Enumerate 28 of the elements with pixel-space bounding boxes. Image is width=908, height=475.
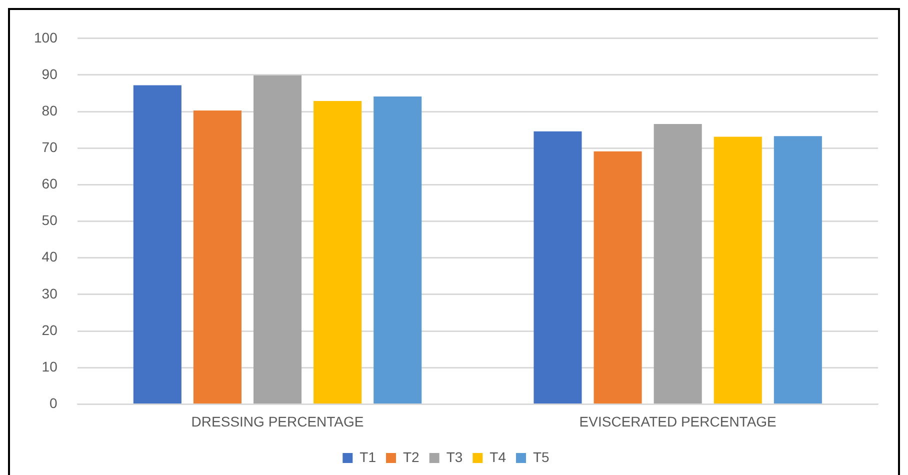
legend-label: T1 (360, 448, 376, 465)
bar (714, 136, 762, 404)
legend-label: T5 (533, 448, 550, 465)
y-tick-label: 10 (42, 358, 58, 374)
bar (654, 124, 702, 404)
legend-label: T2 (402, 448, 420, 465)
y-tick-label: 50 (42, 212, 58, 228)
x-tick-label: EVISCERATED PERCENTAGE (579, 413, 776, 430)
bar (193, 110, 242, 404)
bar (133, 85, 182, 404)
y-tick-label: 60 (42, 176, 58, 192)
x-tick-label: DRESSING PERCENTAGE (191, 413, 364, 430)
y-tick-label: 20 (42, 322, 58, 338)
bar (374, 96, 422, 404)
y-tick-label: 40 (42, 248, 58, 265)
bar (254, 75, 302, 404)
bar (594, 151, 642, 404)
y-tick-label: 80 (42, 102, 58, 118)
y-tick-label: 0 (50, 395, 58, 412)
bar (534, 131, 582, 404)
y-tick-label: 70 (42, 139, 58, 155)
legend-label: T4 (490, 448, 506, 465)
y-tick-label: 90 (42, 66, 58, 82)
bar (314, 100, 362, 404)
y-tick-label: 30 (42, 285, 58, 302)
bar (774, 136, 822, 404)
y-tick-label: 100 (34, 29, 58, 46)
legend-label: T3 (446, 448, 463, 465)
